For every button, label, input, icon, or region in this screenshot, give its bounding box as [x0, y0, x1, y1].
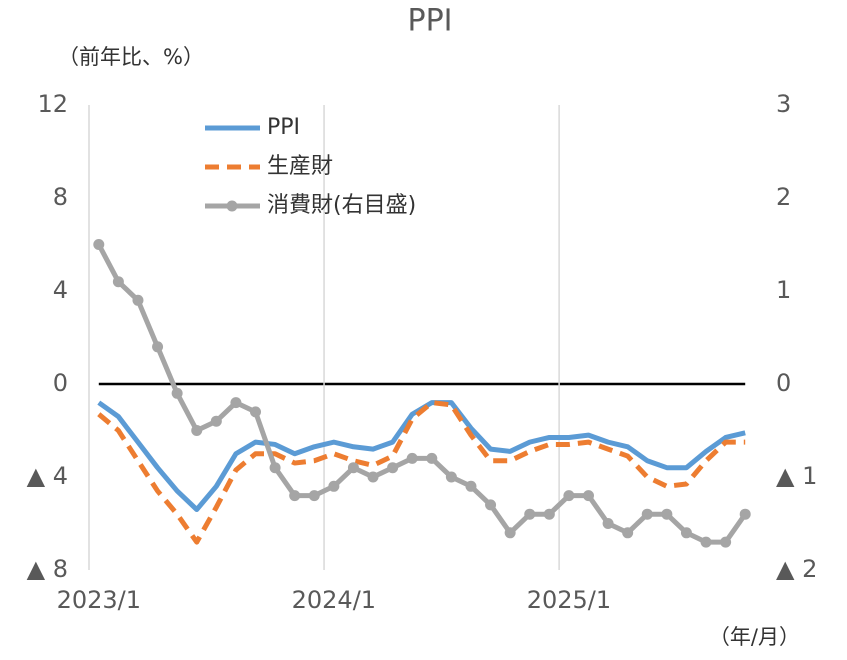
y2-tick-label: ▲ 1: [776, 462, 817, 490]
y-tick-label: 4: [53, 276, 68, 304]
series-marker: [289, 490, 301, 502]
y2-tick-label: 0: [776, 369, 791, 397]
series-marker: [171, 387, 183, 399]
x-tick-label: 2023/1: [57, 586, 141, 614]
series-marker: [563, 490, 575, 502]
y-tick-label: 0: [53, 369, 68, 397]
series-marker: [602, 518, 614, 529]
series-line: [97, 400, 746, 545]
series-marker: [739, 508, 751, 520]
x-tick-label: 2024/1: [292, 586, 376, 614]
series-marker: [230, 397, 242, 409]
y-tick-label: ▲ 4: [27, 462, 68, 490]
series-line: [96, 243, 748, 545]
series-marker: [680, 527, 692, 539]
series-marker: [485, 499, 497, 511]
y2-tick-label: 3: [776, 90, 791, 118]
series-marker: [93, 239, 105, 250]
y2-tick-label: 2: [776, 183, 791, 211]
series-marker: [524, 508, 536, 520]
chart-title: PPI: [407, 4, 452, 39]
series-marker: [210, 415, 222, 427]
series-marker: [112, 276, 124, 288]
series-marker: [269, 462, 281, 474]
series-marker: [504, 527, 516, 539]
legend-label: 生産財: [267, 154, 333, 179]
series-marker: [543, 508, 555, 520]
series-marker: [720, 536, 732, 548]
y-tick-label: 12: [37, 90, 68, 118]
series-marker: [328, 480, 340, 492]
y-tick-label: ▲ 8: [27, 555, 68, 583]
series-marker: [387, 462, 399, 474]
legend-label: 消費財(右目盛): [267, 193, 416, 218]
legend-label: PPI: [267, 115, 300, 140]
series-marker: [308, 490, 320, 502]
x-tick-label: 2025/1: [527, 586, 611, 614]
series-marker: [661, 508, 673, 520]
series-marker: [152, 341, 164, 353]
series-marker: [132, 294, 144, 306]
series-marker: [367, 471, 379, 483]
x-axis-label: （年/月）: [709, 625, 800, 649]
series-marker: [622, 527, 634, 539]
legend-marker: [226, 200, 238, 212]
series-marker: [347, 462, 359, 474]
y-axis-label: （前年比、%）: [58, 45, 204, 69]
series-marker: [583, 490, 594, 502]
series-marker: [406, 452, 418, 464]
series-marker: [641, 508, 653, 520]
series-marker: [465, 480, 477, 492]
y2-tick-label: ▲ 2: [776, 555, 817, 583]
series-marker: [700, 536, 712, 548]
series-marker: [191, 425, 203, 436]
series-marker: [426, 452, 438, 464]
series-marker: [250, 406, 261, 418]
y-tick-label: 8: [53, 183, 68, 211]
y2-tick-label: 1: [776, 276, 791, 304]
series-marker: [445, 471, 457, 483]
